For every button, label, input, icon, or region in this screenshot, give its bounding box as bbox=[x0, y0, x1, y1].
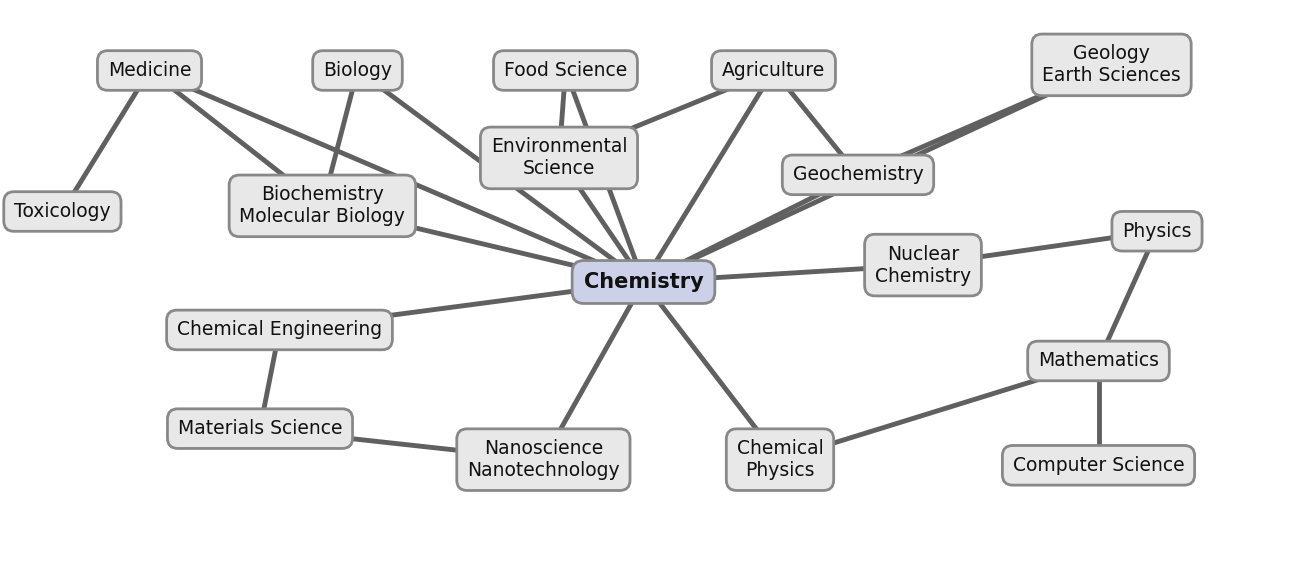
Text: Geochemistry: Geochemistry bbox=[793, 165, 923, 184]
Text: Geology
Earth Sciences: Geology Earth Sciences bbox=[1043, 45, 1180, 85]
Text: Chemical
Physics: Chemical Physics bbox=[737, 439, 823, 480]
Text: Computer Science: Computer Science bbox=[1013, 456, 1184, 475]
Text: Chemical Engineering: Chemical Engineering bbox=[177, 320, 382, 340]
Text: Nanoscience
Nanotechnology: Nanoscience Nanotechnology bbox=[467, 439, 620, 480]
Text: Medicine: Medicine bbox=[108, 61, 191, 80]
Text: Toxicology: Toxicology bbox=[14, 202, 111, 221]
Text: Physics: Physics bbox=[1122, 222, 1192, 241]
Text: Environmental
Science: Environmental Science bbox=[491, 138, 627, 178]
Text: Nuclear
Chemistry: Nuclear Chemistry bbox=[875, 245, 971, 285]
Text: Chemistry: Chemistry bbox=[584, 272, 703, 292]
Text: Food Science: Food Science bbox=[504, 61, 627, 80]
Text: Biology: Biology bbox=[322, 61, 393, 80]
Text: Mathematics: Mathematics bbox=[1037, 351, 1160, 371]
Text: Materials Science: Materials Science bbox=[178, 419, 342, 438]
Text: Agriculture: Agriculture bbox=[722, 61, 826, 80]
Text: Biochemistry
Molecular Biology: Biochemistry Molecular Biology bbox=[239, 186, 406, 226]
